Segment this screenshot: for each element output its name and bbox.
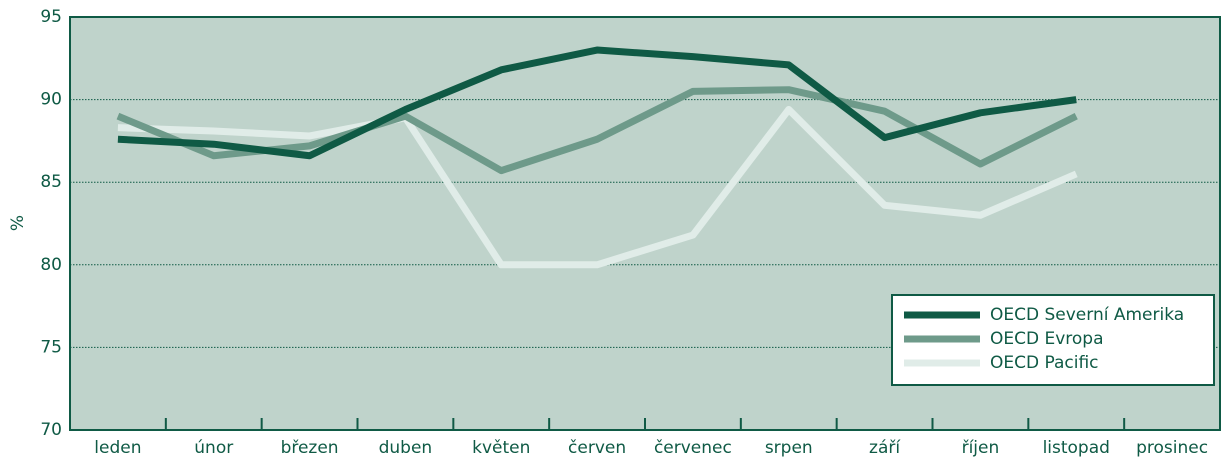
x-tick-label: duben bbox=[379, 438, 433, 458]
x-tick-label: prosinec bbox=[1136, 438, 1208, 458]
x-tick-label: leden bbox=[94, 438, 141, 458]
legend-label: OECD Evropa bbox=[990, 329, 1104, 349]
x-tick-label: červen bbox=[568, 438, 626, 458]
y-tick-label: 85 bbox=[40, 172, 62, 192]
y-axis-label: % bbox=[8, 215, 28, 231]
x-tick-label: květen bbox=[472, 438, 530, 458]
legend-label: OECD Pacific bbox=[990, 353, 1099, 373]
series-line bbox=[117, 46, 1077, 160]
x-tick-label: březen bbox=[281, 438, 339, 458]
x-tick-label: červenec bbox=[654, 438, 732, 458]
x-tick-label: listopad bbox=[1043, 438, 1110, 458]
y-tick-label: 70 bbox=[40, 420, 62, 440]
x-tick-label: říjen bbox=[962, 438, 1000, 458]
x-tick-label: únor bbox=[194, 438, 233, 458]
y-tick-label: 95 bbox=[40, 7, 62, 27]
legend-label: OECD Severní Amerika bbox=[990, 305, 1184, 325]
y-tick-label: 75 bbox=[40, 337, 62, 357]
series-line bbox=[117, 106, 1078, 269]
x-tick-label: srpen bbox=[765, 438, 813, 458]
x-tick-label: září bbox=[869, 438, 901, 458]
y-tick-label: 80 bbox=[40, 255, 62, 275]
y-tick-label: 90 bbox=[40, 90, 62, 110]
